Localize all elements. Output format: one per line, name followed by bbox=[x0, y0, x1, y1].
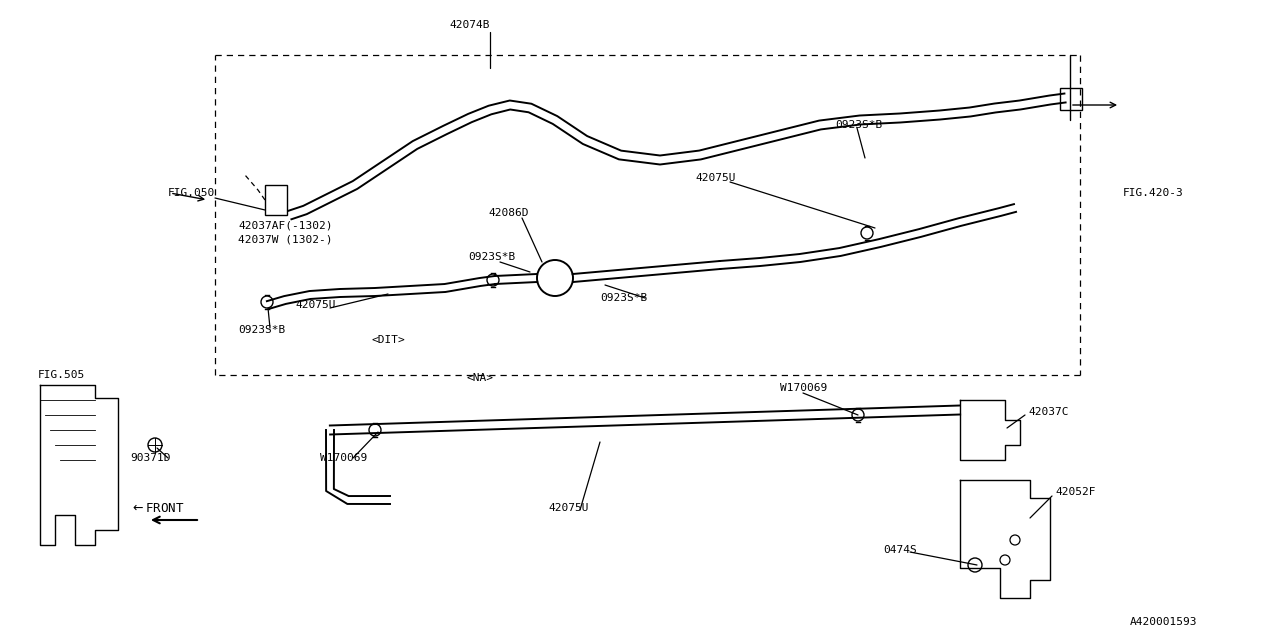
Text: 42037AF(-1302): 42037AF(-1302) bbox=[238, 220, 333, 230]
Text: <NA>: <NA> bbox=[466, 373, 494, 383]
Text: 0923S*B: 0923S*B bbox=[468, 252, 516, 262]
Bar bbox=[265, 185, 287, 215]
Text: 42074B: 42074B bbox=[449, 20, 490, 30]
Text: A420001593: A420001593 bbox=[1130, 617, 1198, 627]
Text: 42086D: 42086D bbox=[488, 208, 529, 218]
Text: W170069: W170069 bbox=[780, 383, 827, 393]
Text: 42037C: 42037C bbox=[1028, 407, 1069, 417]
Text: FIG.505: FIG.505 bbox=[38, 370, 86, 380]
Text: 0923S*B: 0923S*B bbox=[835, 120, 882, 130]
Text: 42075U: 42075U bbox=[548, 503, 589, 513]
Text: W170069: W170069 bbox=[320, 453, 367, 463]
Text: 90371D: 90371D bbox=[131, 453, 170, 463]
Text: 42052F: 42052F bbox=[1055, 487, 1096, 497]
Text: 0923S*B: 0923S*B bbox=[600, 293, 648, 303]
Text: FIG.420-3: FIG.420-3 bbox=[1123, 188, 1184, 198]
Text: 42075U: 42075U bbox=[294, 300, 335, 310]
Text: $\leftarrow$FRONT: $\leftarrow$FRONT bbox=[131, 502, 186, 515]
Bar bbox=[1060, 88, 1082, 110]
Text: 0923S*B: 0923S*B bbox=[238, 325, 285, 335]
Text: 0474S: 0474S bbox=[883, 545, 916, 555]
Text: 42075U: 42075U bbox=[695, 173, 736, 183]
Text: FIG.050: FIG.050 bbox=[168, 188, 215, 198]
Text: <DIT>: <DIT> bbox=[371, 335, 404, 345]
Text: 42037W (1302-): 42037W (1302-) bbox=[238, 235, 333, 245]
